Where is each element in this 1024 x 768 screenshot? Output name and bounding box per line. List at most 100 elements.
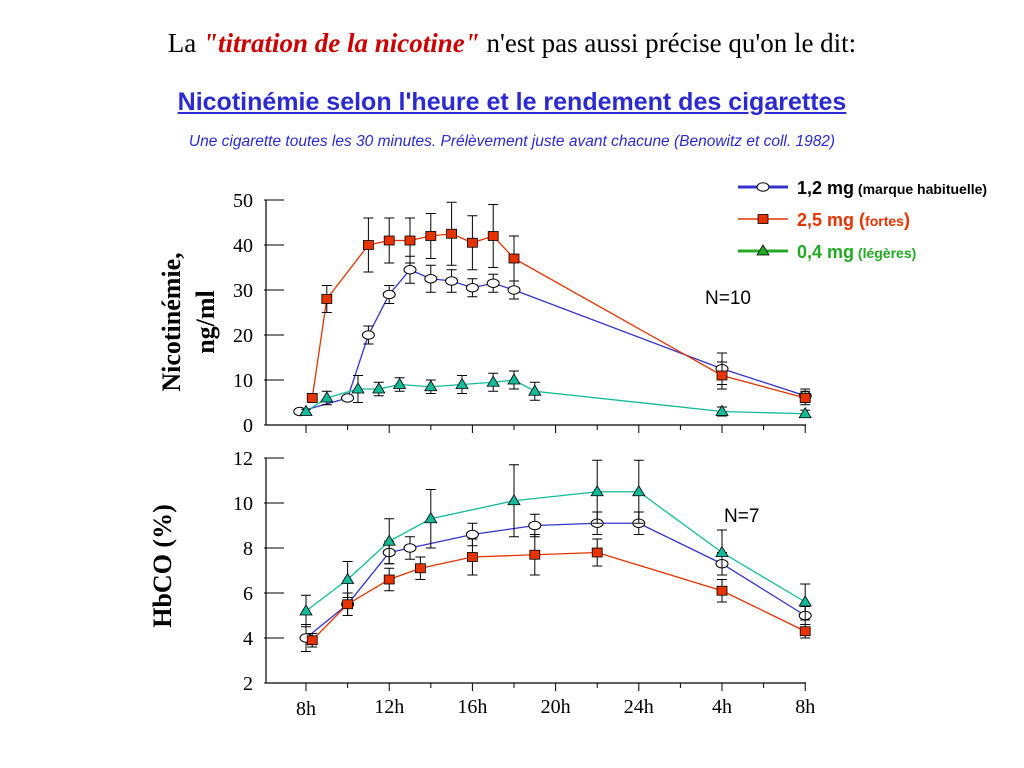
- data-point: [321, 294, 333, 304]
- y-tick-label: 6: [243, 583, 253, 605]
- data-point: [716, 370, 728, 381]
- data-point: [445, 276, 459, 286]
- data-point: [799, 626, 811, 637]
- data-point: [486, 278, 500, 288]
- legend-marker: [756, 182, 770, 192]
- data-point: [799, 393, 811, 403]
- series-line: [299, 268, 806, 413]
- data-point: [529, 549, 541, 560]
- y-tick-label: 50: [233, 190, 253, 212]
- data-point: [487, 231, 499, 241]
- x-tick-label: 4h: [712, 696, 732, 718]
- data-point: [455, 377, 469, 389]
- data-point: [507, 493, 521, 506]
- data-point: [414, 563, 426, 574]
- data-point: [320, 391, 334, 403]
- data-point: [361, 330, 375, 340]
- chart-title: Nicotinémie selon l'heure et le rendemen…: [177, 88, 847, 116]
- series-line: [305, 522, 806, 639]
- data-point: [425, 231, 437, 241]
- y-tick-label: 12: [233, 448, 253, 470]
- y-tick-label: 0: [243, 415, 253, 437]
- data-point: [715, 404, 729, 416]
- slide-heading: La "titration de la nicotine" n'est pas …: [0, 28, 1024, 59]
- series-line: [311, 551, 806, 641]
- y-tick-label: 10: [233, 493, 253, 515]
- data-point: [340, 572, 355, 584]
- legend-detail: (légères): [854, 245, 916, 261]
- y-tick-label: 4: [243, 628, 253, 650]
- data-point: [465, 529, 479, 540]
- x-tick-label: 12h: [374, 696, 404, 718]
- y-axis-label: Nicotinémie, ng/ml: [157, 252, 220, 391]
- x-tick-label: 8h: [296, 698, 316, 720]
- data-point: [306, 635, 318, 646]
- y-axis-label-line: ng/ml: [191, 290, 220, 354]
- data-point: [341, 393, 355, 403]
- legend-detail: (marque habituelle): [854, 181, 987, 197]
- y-tick-label: 40: [233, 235, 253, 257]
- heading-suffix: n'est pas aussi précise qu'on le dit:: [479, 28, 857, 58]
- chart-subtitle: Une cigarette toutes les 30 minutes. Pré…: [188, 133, 836, 150]
- data-point: [299, 604, 313, 616]
- data-point: [403, 543, 417, 553]
- hbco-panel: 2 4 6 8 10 12 HbCO (%) N=7 8h 12h 16h 20h 24h 4h 8h: [148, 448, 815, 720]
- y-tick-label: 8: [243, 538, 253, 560]
- data-point: [383, 235, 395, 246]
- legend: 1,2 mg (marque habituelle) 2,5 mg (fortes…: [738, 178, 987, 262]
- data-point: [590, 484, 604, 497]
- sample-size-label: N=7: [724, 506, 759, 527]
- data-point: [299, 404, 313, 416]
- sample-size-label: N=10: [705, 288, 751, 309]
- x-tick-label: 24h: [624, 696, 654, 718]
- legend-label: 0,4 mg (légères): [797, 242, 916, 262]
- data-point: [508, 253, 520, 264]
- data-point: [382, 534, 396, 546]
- y-axis-label-line: Nicotinémie,: [157, 252, 186, 391]
- data-point: [466, 552, 478, 562]
- data-point: [632, 484, 646, 497]
- heading-prefix: La: [167, 28, 204, 58]
- data-point: [372, 382, 386, 394]
- y-tick-label: 10: [233, 370, 253, 392]
- data-point: [715, 545, 729, 557]
- legend-label: 2,5 mg (fortes): [797, 210, 910, 230]
- data-point: [507, 373, 521, 385]
- data-point: [362, 240, 374, 250]
- data-point: [383, 574, 395, 585]
- data-point: [403, 265, 417, 275]
- y-tick-label: 20: [233, 325, 253, 347]
- data-point: [798, 406, 812, 419]
- y-axis-label: HbCO (%): [148, 504, 177, 628]
- legend-main: 1,2 mg: [797, 178, 854, 198]
- data-point: [424, 379, 438, 392]
- data-point: [382, 289, 396, 300]
- data-point: [486, 375, 500, 387]
- legend-main: 2,5 mg (: [797, 210, 865, 230]
- data-point: [465, 283, 479, 293]
- series-line: [311, 233, 806, 399]
- data-point: [716, 585, 728, 596]
- data-point: [446, 228, 458, 239]
- legend-close: ): [904, 210, 910, 230]
- heading-highlight: "titration de la nicotine": [203, 28, 480, 58]
- data-point: [591, 547, 603, 558]
- data-point: [798, 595, 812, 607]
- y-tick-label: 2: [243, 673, 253, 695]
- y-tick-label: 30: [233, 280, 253, 302]
- data-point: [424, 511, 438, 524]
- data-point: [392, 377, 407, 389]
- legend-marker: [756, 244, 770, 256]
- data-point: [528, 520, 542, 531]
- x-tick-label: 8h: [795, 696, 815, 718]
- data-point: [466, 237, 478, 248]
- series-line: [305, 379, 806, 415]
- nicotine-panel: 0 10 20 30 40 50 Nicotinémie, ng/ml N=10: [157, 190, 812, 437]
- x-tick-label: 16h: [457, 696, 487, 718]
- legend-main: 0,4 mg: [797, 242, 854, 262]
- x-tick-label: 20h: [541, 696, 571, 718]
- data-point: [342, 599, 354, 610]
- data-point: [404, 235, 416, 246]
- legend-marker: [757, 214, 769, 224]
